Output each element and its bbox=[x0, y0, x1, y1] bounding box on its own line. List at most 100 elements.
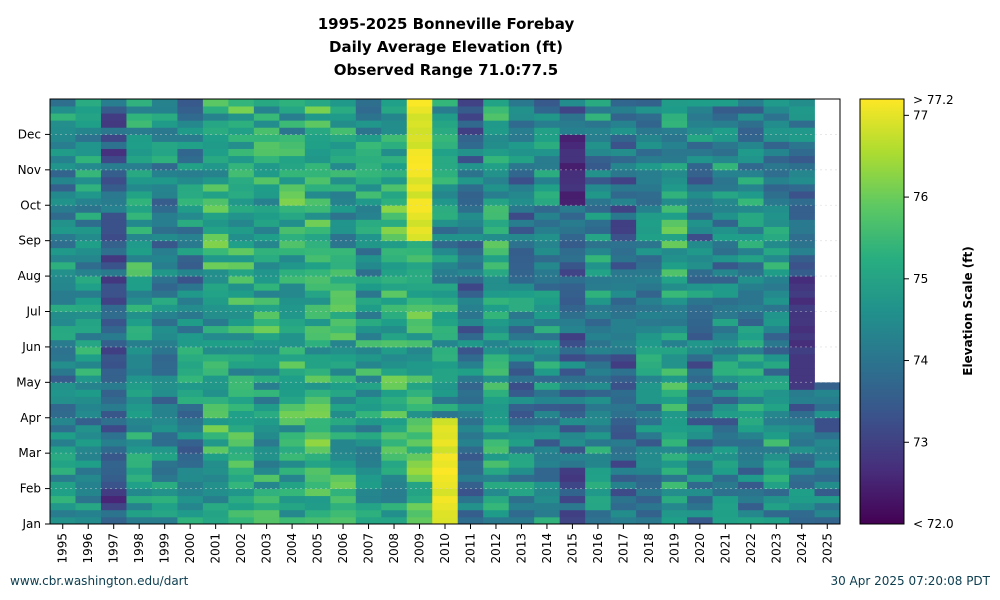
heatmap-cell bbox=[381, 155, 408, 164]
heatmap-cell bbox=[202, 226, 229, 234]
heatmap-cell bbox=[712, 169, 739, 178]
heatmap-cell bbox=[483, 346, 510, 355]
heatmap-cell bbox=[151, 134, 178, 142]
heatmap-cell bbox=[75, 339, 102, 348]
heatmap-cell bbox=[636, 446, 663, 454]
heatmap-cell bbox=[75, 269, 102, 277]
heatmap-cell bbox=[228, 403, 255, 412]
heatmap-cell bbox=[432, 488, 459, 497]
heatmap-cell bbox=[202, 162, 229, 171]
heatmap-cell bbox=[228, 417, 255, 426]
heatmap-cell bbox=[712, 226, 739, 234]
heatmap-cell bbox=[610, 290, 637, 298]
heatmap-cell bbox=[534, 446, 561, 454]
heatmap-cell bbox=[712, 311, 739, 319]
heatmap-cell bbox=[585, 162, 612, 171]
heatmap-cell bbox=[381, 439, 408, 447]
heatmap-cell bbox=[202, 176, 229, 185]
heatmap-cell bbox=[253, 261, 280, 270]
heatmap-cell bbox=[253, 176, 280, 185]
heatmap-cell bbox=[279, 417, 306, 426]
heatmap-cell bbox=[202, 382, 229, 390]
heatmap-cell bbox=[789, 113, 815, 121]
heatmap-cell bbox=[100, 176, 127, 185]
heatmap-cell bbox=[253, 439, 280, 447]
heatmap-cell bbox=[559, 191, 586, 199]
heatmap-cell bbox=[381, 113, 408, 121]
heatmap-cell bbox=[687, 481, 713, 489]
heatmap-cell bbox=[126, 254, 153, 263]
heatmap-cell bbox=[228, 318, 255, 327]
heatmap-cell bbox=[508, 169, 535, 178]
heatmap-cell bbox=[406, 318, 433, 327]
heatmap-cell bbox=[457, 424, 484, 433]
heatmap-cell bbox=[330, 176, 357, 185]
heatmap-cell bbox=[559, 276, 586, 284]
heatmap-cell bbox=[228, 148, 255, 157]
heatmap-cell bbox=[177, 226, 204, 234]
heatmap-cell bbox=[177, 375, 204, 383]
heatmap-cell bbox=[508, 474, 535, 482]
heatmap-cell bbox=[789, 389, 815, 397]
x-tick-label-2012: 2012 bbox=[489, 533, 503, 564]
heatmap-cell bbox=[406, 198, 433, 206]
heatmap-cell bbox=[483, 184, 510, 192]
heatmap-cell bbox=[559, 495, 586, 504]
heatmap-cell bbox=[661, 318, 688, 327]
heatmap-cell bbox=[177, 269, 204, 277]
heatmap-cell bbox=[75, 162, 102, 171]
heatmap-cell bbox=[610, 99, 637, 107]
heatmap-cell bbox=[330, 269, 357, 277]
heatmap-cell bbox=[687, 247, 713, 256]
heatmap-cell bbox=[126, 113, 153, 121]
heatmap-cell bbox=[406, 403, 433, 412]
heatmap-cell bbox=[432, 361, 459, 369]
heatmap-cell bbox=[585, 276, 612, 284]
heatmap-cell bbox=[763, 304, 790, 312]
source-url[interactable]: www.cbr.washington.edu/dart bbox=[10, 574, 189, 588]
heatmap-cell bbox=[763, 453, 790, 461]
heatmap-cell bbox=[202, 240, 229, 249]
heatmap-cell bbox=[789, 212, 815, 220]
heatmap-cell bbox=[661, 410, 688, 419]
heatmap-cell bbox=[712, 304, 739, 312]
heatmap-cell bbox=[75, 297, 102, 305]
heatmap-cell bbox=[75, 99, 102, 107]
heatmap-cell bbox=[585, 176, 612, 185]
heatmap-cell bbox=[508, 297, 535, 305]
heatmap-cell bbox=[75, 148, 102, 157]
heatmap-cell bbox=[508, 191, 535, 199]
heatmap-cell bbox=[763, 346, 790, 355]
heatmap-cell bbox=[687, 269, 713, 277]
heatmap-cell bbox=[712, 148, 739, 157]
heatmap-cell bbox=[610, 368, 637, 376]
heatmap-cell bbox=[202, 254, 229, 263]
heatmap-cell bbox=[253, 99, 280, 107]
heatmap-cell bbox=[738, 184, 764, 192]
heatmap-cell bbox=[126, 99, 153, 107]
heatmap-cell bbox=[585, 481, 612, 489]
heatmap-cell bbox=[228, 396, 255, 404]
heatmap-cell bbox=[483, 226, 510, 234]
heatmap-cell bbox=[279, 205, 306, 213]
heatmap-cell bbox=[432, 467, 459, 475]
heatmap-cell bbox=[50, 212, 76, 220]
heatmap-cell bbox=[789, 354, 815, 362]
heatmap-cell bbox=[279, 389, 306, 397]
heatmap-cell bbox=[151, 424, 178, 433]
heatmap-cell bbox=[738, 254, 764, 263]
heatmap-cell bbox=[559, 361, 586, 369]
heatmap-cell bbox=[559, 375, 586, 383]
heatmap-cell bbox=[534, 198, 561, 206]
heatmap-cell bbox=[151, 212, 178, 220]
heatmap-cell bbox=[457, 453, 484, 461]
heatmap-cell bbox=[763, 226, 790, 234]
heatmap-cell bbox=[151, 446, 178, 454]
heatmap-cell bbox=[100, 467, 127, 475]
heatmap-cell bbox=[763, 113, 790, 121]
heatmap-cell bbox=[100, 141, 127, 149]
heatmap-cell bbox=[610, 417, 637, 426]
heatmap-cell bbox=[712, 162, 739, 171]
heatmap-cell bbox=[687, 403, 713, 412]
heatmap-cell bbox=[687, 453, 713, 461]
